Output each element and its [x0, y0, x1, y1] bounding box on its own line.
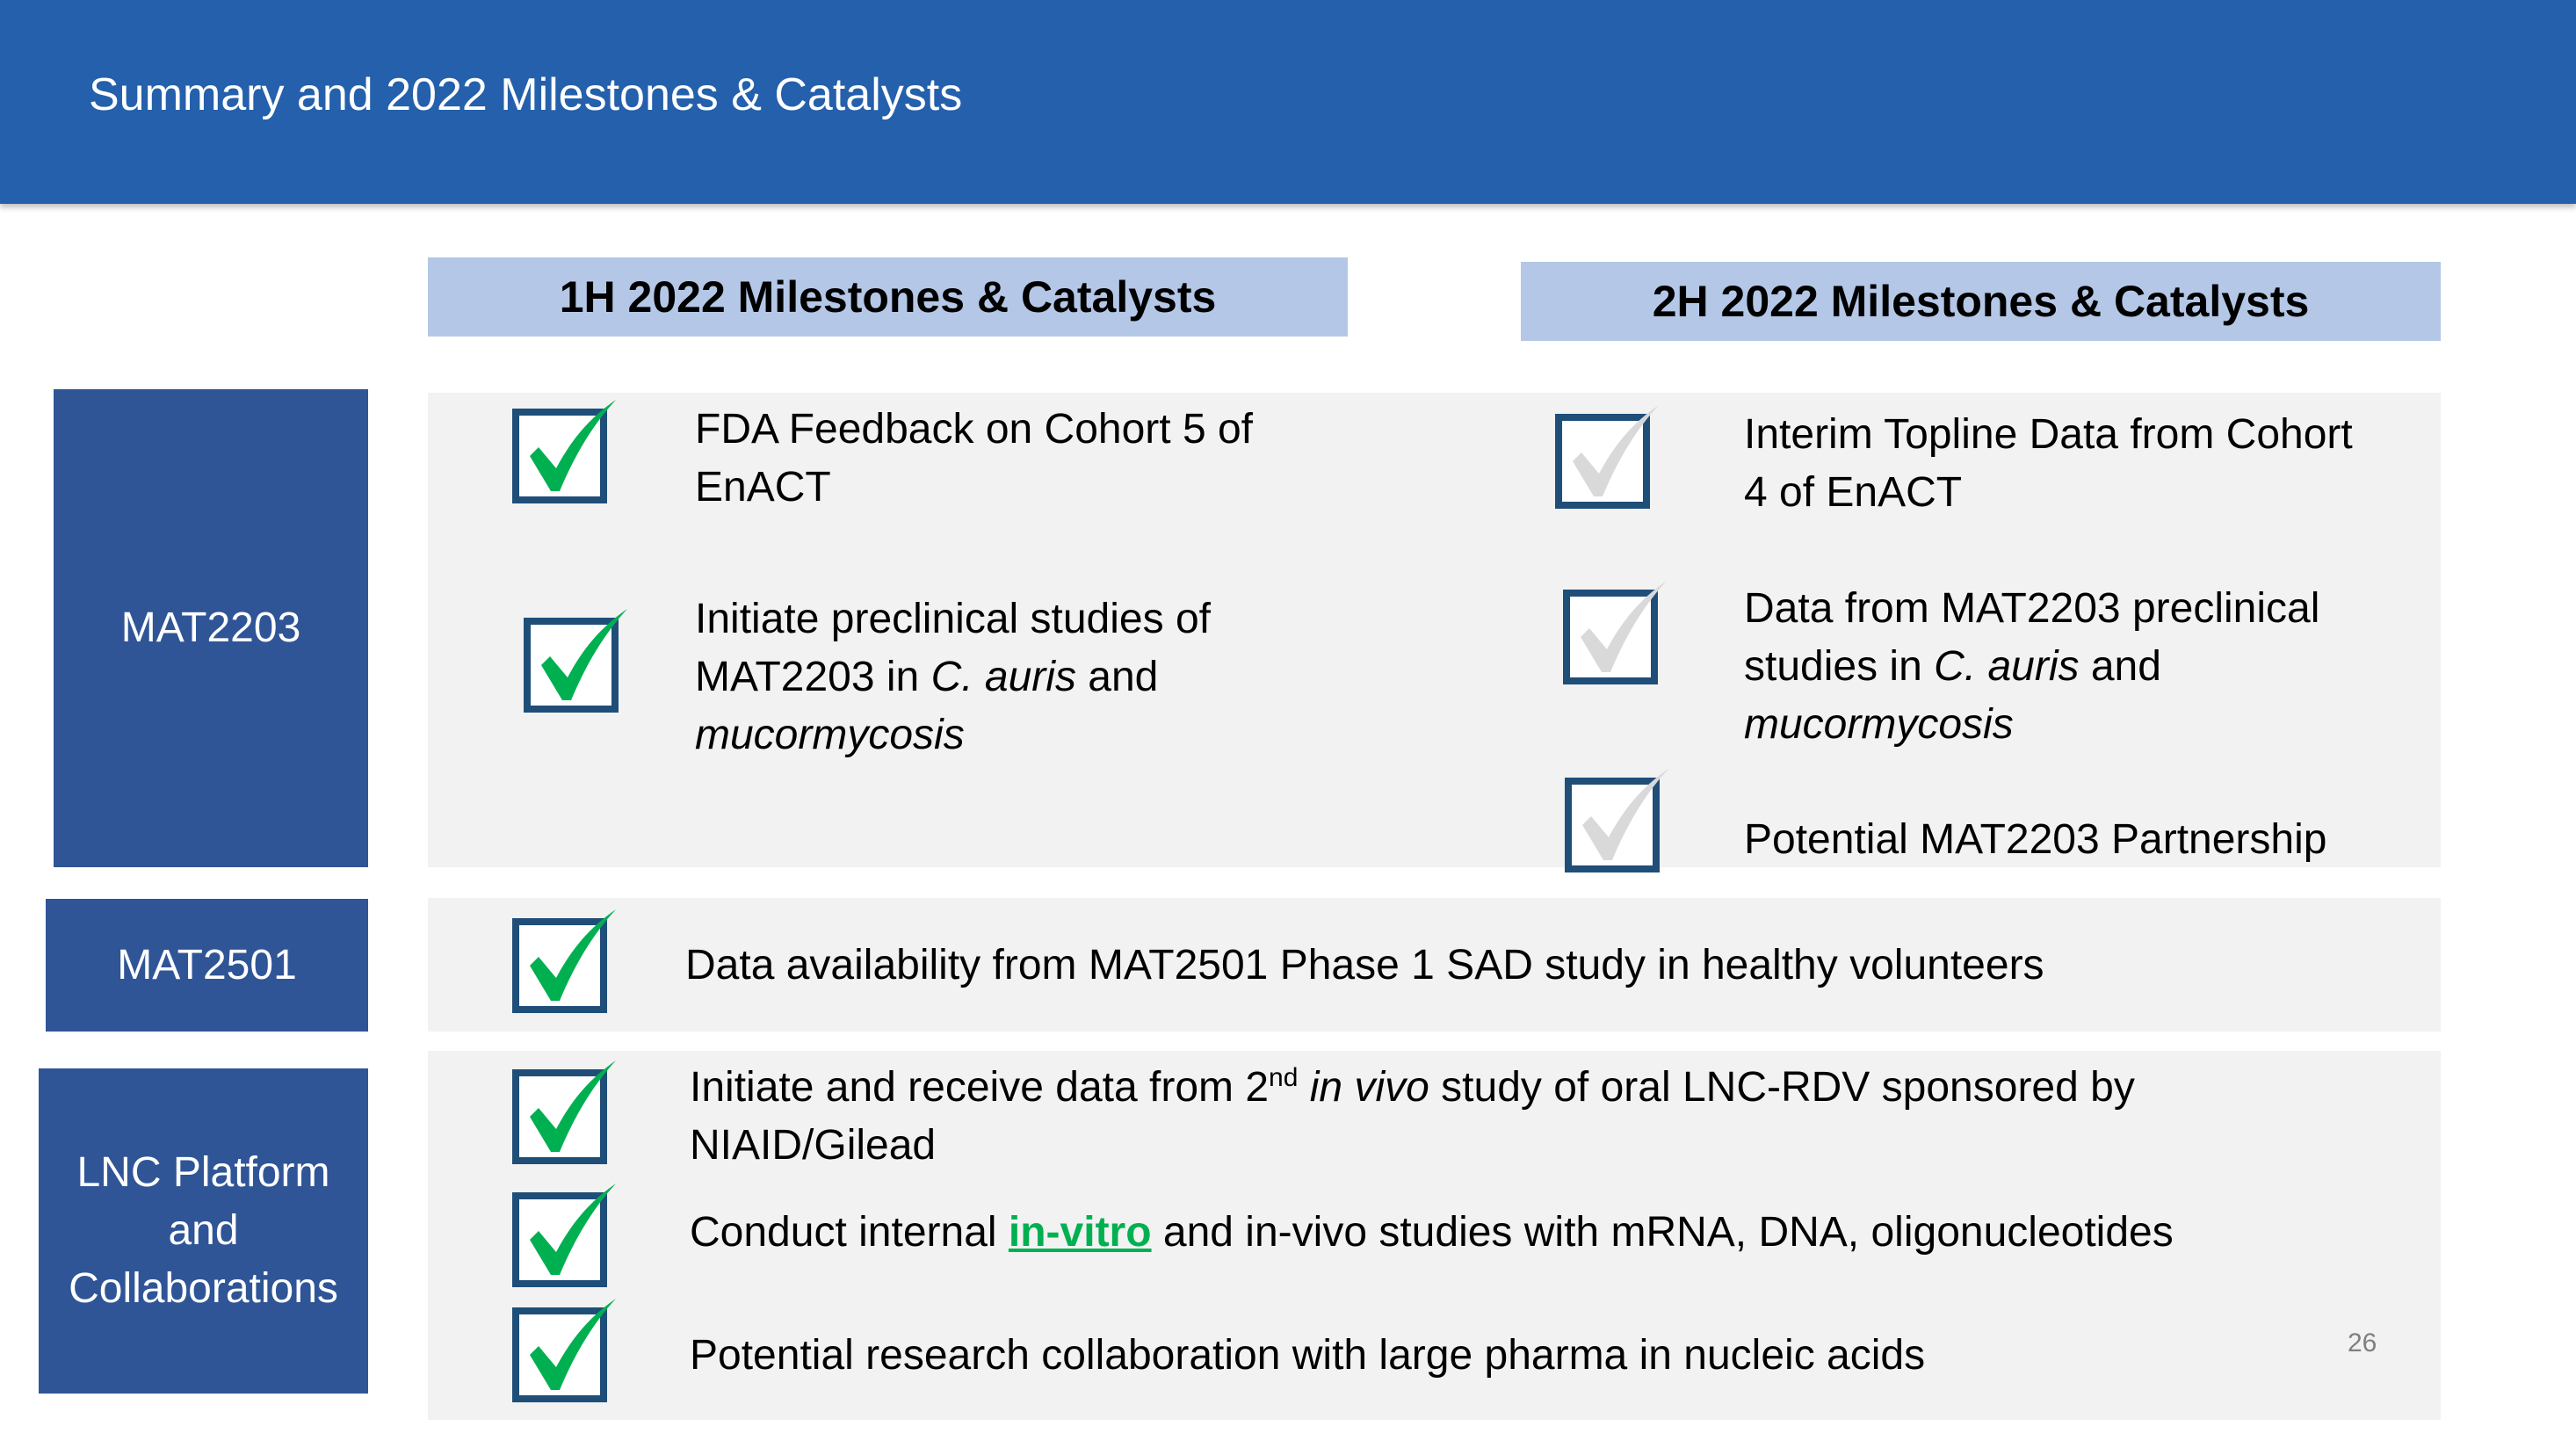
panel-mat2501: [428, 898, 2441, 1032]
checkbox-mat2501-1: [512, 909, 618, 1015]
row-label-mat2203: MAT2203: [54, 389, 368, 867]
milestone-mat2203-2h-1: Interim Topline Data from Cohort 4 of En…: [1744, 411, 2353, 516]
row-label-mat2501: MAT2501: [46, 899, 368, 1032]
checkbox-mat2203-1h-1: [512, 400, 618, 505]
milestone-lnc-1: Initiate and receive data from 2nd in vi…: [690, 1063, 2135, 1169]
checkbox-lnc-3: [512, 1299, 618, 1404]
row-label-line: Collaborations: [69, 1265, 338, 1312]
grey-checkmark-icon: [1581, 581, 1667, 672]
column-header-1h: 1H 2022 Milestones & Catalysts: [428, 257, 1348, 337]
checkbox-lnc-1: [512, 1061, 618, 1166]
row-label-line: LNC Platform: [76, 1149, 330, 1196]
page-title: Summary and 2022 Milestones & Catalysts: [89, 69, 963, 120]
row-label-lnc-platform: LNC Platform and Collaborations: [39, 1068, 368, 1394]
column-header-2h: 2H 2022 Milestones & Catalysts: [1521, 262, 2441, 341]
checkbox-mat2203-1h-2: [524, 609, 629, 714]
panel-lnc: [428, 1051, 2441, 1420]
in-vitro-link[interactable]: in-vitro: [1008, 1209, 1152, 1256]
green-checkmark-icon: [530, 1184, 616, 1275]
checkbox-mat2203-2h-1: [1555, 405, 1661, 510]
green-checkmark-icon: [530, 400, 616, 491]
milestone-mat2203-2h-2: Data from MAT2203 preclinical studies in…: [1744, 585, 2320, 748]
milestone-lnc-3: Potential research collaboration with la…: [690, 1332, 1926, 1379]
grey-checkmark-icon: [1582, 769, 1668, 860]
milestone-lnc-2: Conduct internal in-vitro and in-vivo st…: [690, 1209, 2174, 1256]
slide-number: 26: [2348, 1329, 2377, 1358]
green-checkmark-icon: [530, 1299, 616, 1390]
milestone-mat2203-1h-1: FDA Feedback on Cohort 5 of EnACT: [695, 406, 1254, 510]
grey-checkmark-icon: [1573, 405, 1659, 496]
panel-mat2203: [428, 393, 2441, 867]
green-checkmark-icon: [530, 1061, 616, 1152]
title-bar: [0, 0, 2576, 204]
green-checkmark-icon: [541, 609, 627, 700]
checkbox-lnc-2: [512, 1184, 618, 1289]
milestone-mat2203-2h-3: Potential MAT2203 Partnership: [1744, 816, 2327, 863]
milestone-mat2501-1: Data availability from MAT2501 Phase 1 S…: [685, 942, 2044, 988]
green-checkmark-icon: [530, 909, 616, 1001]
checkbox-mat2203-2h-2: [1563, 581, 1668, 686]
row-label-line: and: [168, 1207, 239, 1254]
checkbox-mat2203-2h-3: [1565, 769, 1670, 874]
milestone-mat2203-1h-2: Initiate preclinical studies of MAT2203 …: [695, 596, 1211, 758]
